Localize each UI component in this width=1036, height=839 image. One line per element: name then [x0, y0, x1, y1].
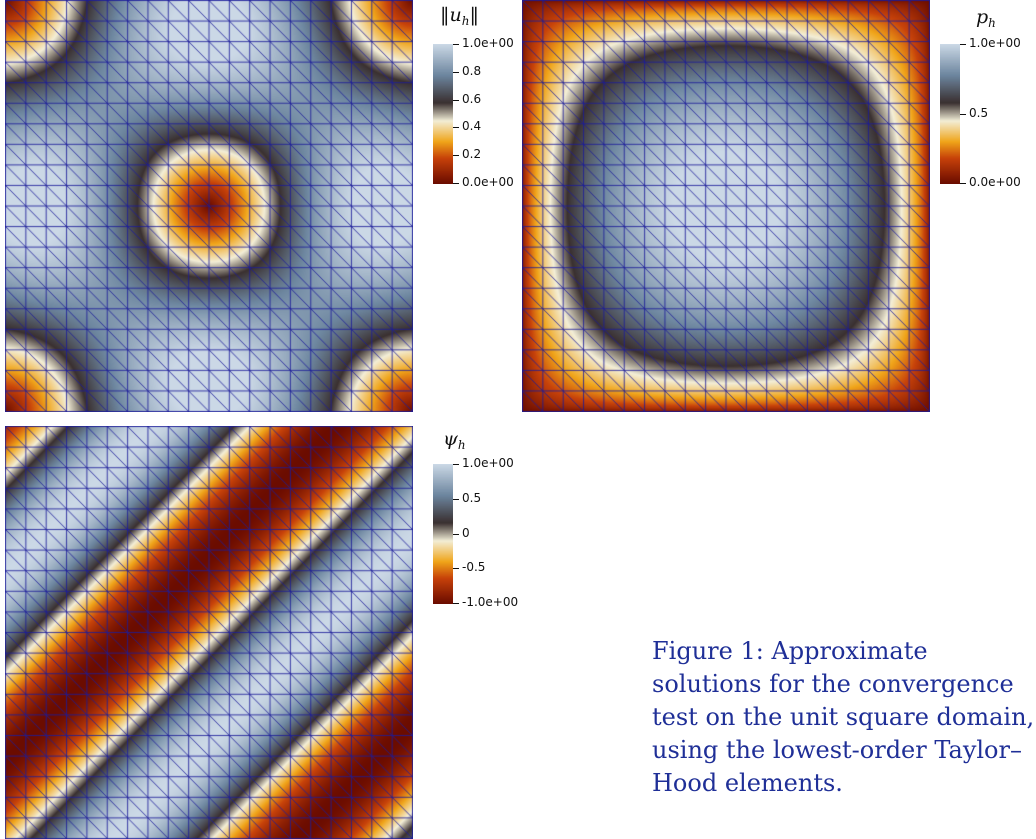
- panel-stream-function: [5, 426, 413, 839]
- tick-label: -1.0e+00: [462, 595, 519, 609]
- tick-label: 0.5: [969, 105, 989, 120]
- tick-mark: [453, 498, 459, 500]
- tick-mark: [453, 533, 459, 535]
- colorbar-title-velocity: ‖uh‖: [440, 4, 479, 28]
- tick-mark: [960, 113, 966, 115]
- tick-label: 0.5: [462, 490, 482, 505]
- tick-mark: [453, 127, 459, 129]
- tick-mark: [453, 155, 459, 157]
- tick-label: 1.0e+00: [462, 36, 514, 50]
- tick-label: 1.0e+00: [969, 36, 1021, 50]
- colorbar-velocity: 1.0e+00 0.8 0.6 0.4 0.2 0.0e+00: [433, 36, 514, 189]
- tick-label: 0.8: [462, 63, 482, 78]
- colorbar-stream-function: 1.0e+00 0.5 0 -0.5 -1.0e+00: [433, 456, 518, 609]
- panel-velocity-magnitude: [5, 0, 413, 412]
- tick-mark: [960, 44, 966, 45]
- tick-mark: [453, 99, 459, 101]
- colorbar-gradient: [940, 44, 960, 184]
- tick-label: 0: [462, 525, 470, 540]
- tick-label: 1.0e+00: [462, 456, 514, 470]
- tick-label: 0.0e+00: [969, 175, 1021, 189]
- colorbar-pressure: 1.0e+00 0.5 0.0e+00: [940, 36, 1021, 189]
- tick-mark: [453, 603, 459, 604]
- caption-label: Figure 1:: [652, 637, 764, 665]
- colorbar-title-stream-function: ψh: [443, 428, 466, 452]
- tick-mark: [453, 568, 459, 570]
- pressure-plot: [522, 0, 930, 412]
- panel-pressure: [522, 0, 930, 412]
- colorbar-gradient: [433, 44, 453, 184]
- tick-mark: [453, 44, 459, 45]
- velocity-magnitude-plot: [5, 0, 413, 412]
- tick-label: 0.6: [462, 91, 482, 106]
- caption-text: Approximate solutions for the convergenc…: [652, 637, 1035, 797]
- tick-label: -0.5: [462, 560, 486, 575]
- tick-label: 0.0e+00: [462, 175, 514, 189]
- tick-mark: [453, 464, 459, 465]
- figure-caption: Figure 1: Approximate solutions for the …: [652, 635, 1036, 800]
- colorbar-gradient: [433, 464, 453, 604]
- tick-label: 0.2: [462, 147, 482, 162]
- stream-function-plot: [5, 426, 413, 839]
- tick-label: 0.4: [462, 119, 482, 134]
- tick-mark: [453, 183, 459, 184]
- colorbar-title-pressure: ph: [976, 6, 996, 30]
- tick-mark: [453, 71, 459, 73]
- tick-mark: [960, 183, 966, 184]
